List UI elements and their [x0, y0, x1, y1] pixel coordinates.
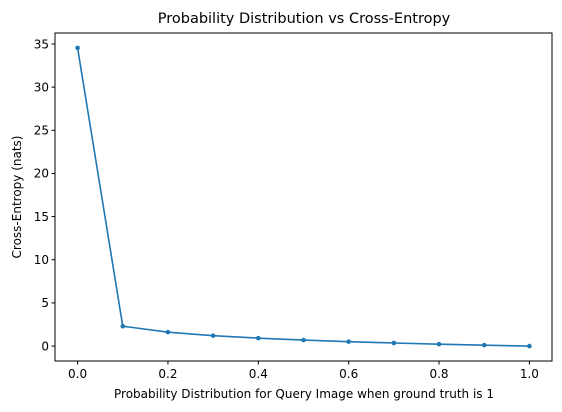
y-tick-label: 30 — [34, 80, 49, 94]
y-axis: 0 5 10 15 20 25 30 35 — [34, 37, 55, 353]
chart-title: Probability Distribution vs Cross-Entrop… — [158, 11, 451, 27]
x-tick-label: 0.6 — [339, 367, 358, 381]
y-tick-label: 15 — [34, 210, 49, 224]
data-point — [120, 323, 126, 329]
series-layer — [75, 45, 532, 349]
data-point — [391, 340, 397, 346]
data-point — [210, 333, 216, 338]
data-point — [165, 329, 171, 335]
data-point — [436, 341, 442, 347]
data-point — [301, 337, 306, 343]
x-tick-label: 0.0 — [68, 367, 87, 381]
x-tick-label: 0.8 — [429, 367, 448, 381]
x-tick-label: 0.2 — [158, 367, 177, 381]
data-point — [346, 339, 351, 344]
x-tick-label: 0.4 — [249, 367, 268, 381]
x-tick-label: 1.0 — [520, 367, 539, 381]
data-point — [75, 45, 80, 51]
x-axis: 0.0 0.2 0.4 0.6 0.8 1.0 — [68, 361, 539, 381]
data-point — [481, 342, 487, 348]
y-axis-label: Cross-Entropy (nats) — [10, 136, 24, 259]
y-tick-label: 25 — [34, 124, 49, 138]
y-tick-label: 20 — [34, 167, 49, 181]
data-point — [527, 343, 532, 349]
y-tick-label: 10 — [34, 253, 49, 267]
x-axis-label: Probability Distribution for Query Image… — [114, 387, 494, 401]
y-tick-label: 5 — [41, 296, 49, 310]
y-tick-label: 35 — [34, 37, 49, 51]
y-tick-label: 0 — [41, 339, 49, 353]
series-line — [76, 47, 530, 347]
data-point — [256, 335, 261, 341]
plot-frame — [54, 32, 553, 362]
